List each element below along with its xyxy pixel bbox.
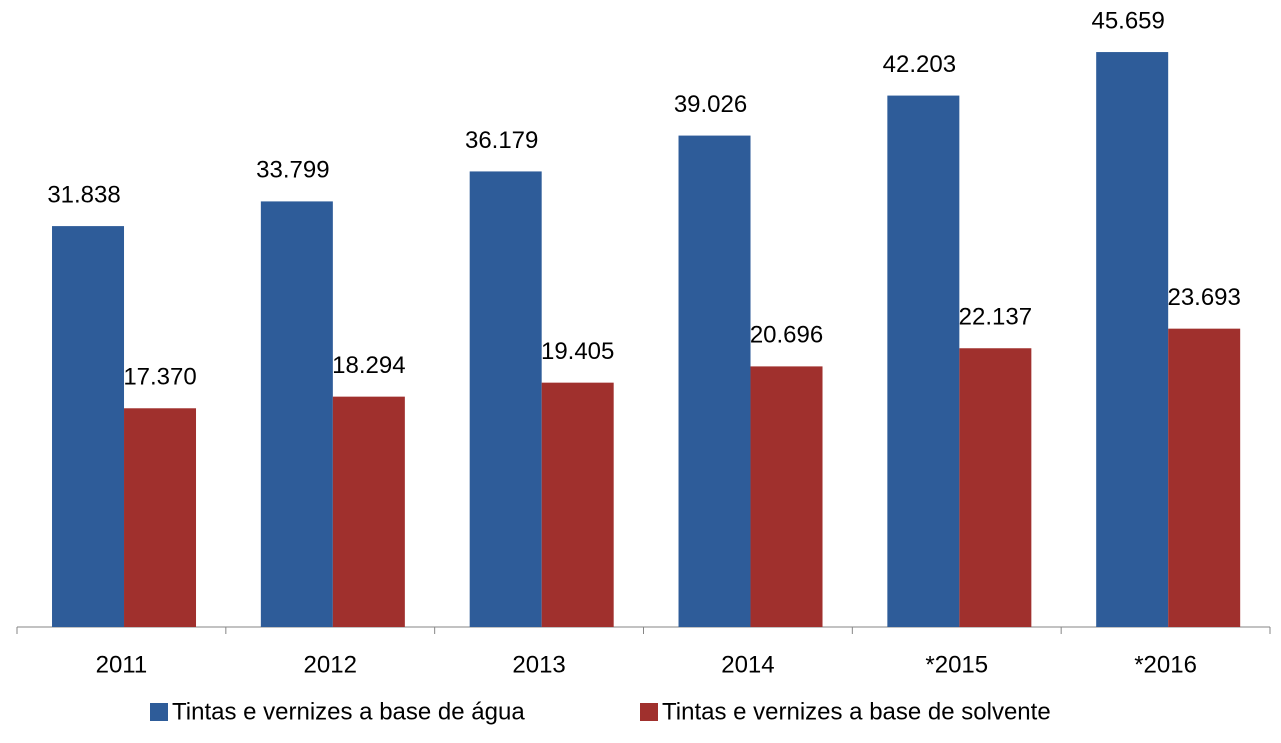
- bar: [469, 171, 542, 628]
- data-label: 18.294: [332, 352, 405, 379]
- data-label: 23.693: [1167, 284, 1240, 311]
- bar: [887, 95, 960, 627]
- data-label: 22.137: [959, 304, 1032, 331]
- bar: [678, 135, 751, 628]
- x-tick-label: 2013: [512, 651, 565, 678]
- x-tick-label: *2016: [1134, 651, 1197, 678]
- bar: [124, 408, 197, 627]
- legend-label: Tintas e vernizes a base de água: [172, 698, 525, 725]
- bar: [1096, 52, 1169, 627]
- bar: [260, 201, 333, 627]
- data-label: 31.838: [47, 181, 120, 208]
- x-tick-label: 2014: [721, 651, 774, 678]
- data-label: 39.026: [674, 91, 747, 118]
- data-label: 19.405: [541, 338, 614, 365]
- data-label: 42.203: [883, 51, 956, 78]
- data-label: 33.799: [256, 157, 329, 184]
- legend-swatch: [150, 703, 168, 721]
- bar: [52, 226, 125, 628]
- bar: [959, 348, 1032, 627]
- data-label: 45.659: [1091, 7, 1164, 34]
- bar: [332, 396, 405, 627]
- legend-label: Tintas e vernizes a base de solvente: [662, 698, 1051, 725]
- x-tick-label: *2015: [925, 651, 988, 678]
- bar: [541, 382, 614, 627]
- x-tick-label: 2012: [304, 651, 357, 678]
- bar: [750, 366, 823, 627]
- bar: [1168, 328, 1241, 627]
- data-label: 20.696: [750, 322, 823, 349]
- legend-swatch: [640, 703, 658, 721]
- x-tick-label: 2011: [96, 651, 148, 678]
- data-label: 17.370: [123, 364, 196, 391]
- data-label: 36.179: [465, 127, 538, 154]
